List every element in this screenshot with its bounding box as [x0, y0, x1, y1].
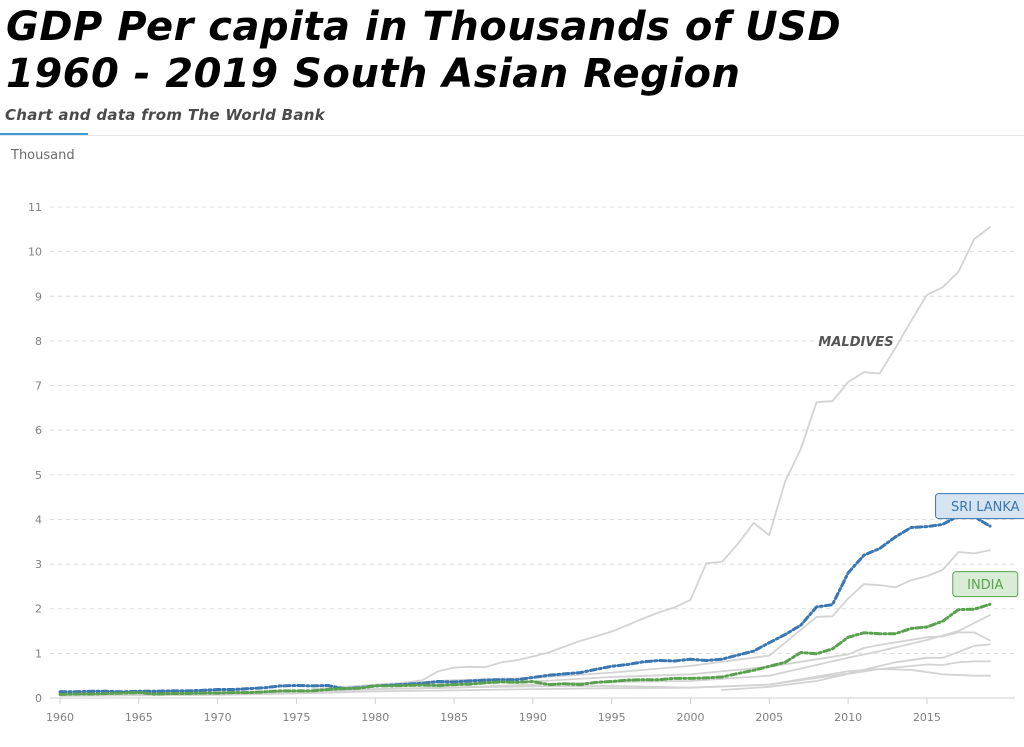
annotation-label-india: INDIA: [967, 578, 1003, 593]
x-tick-label: 1960: [46, 711, 74, 724]
series-line-other-country-5: [59, 660, 991, 697]
y-tick-label: 8: [35, 335, 42, 348]
chart-title-line-1: GDP Per capita in Thousands of USD: [6, 4, 842, 50]
series-line-other-country-4: [59, 643, 991, 697]
annotation-box-india: [952, 571, 1019, 598]
y-tick-label: 9: [35, 290, 42, 303]
chart-title: GDP Per capita in Thousands of USD 1960 …: [6, 4, 841, 98]
y-axis-unit-label: Thousand: [11, 148, 75, 163]
annotation-label-sri-lanka: SRI LANKA: [951, 500, 1020, 515]
grid-lines: [50, 206, 1015, 654]
chart-title-line-2: 1960 - 2019 South Asian Region: [6, 51, 741, 97]
annotation-box-sri-lanka: [935, 493, 1024, 520]
x-tick-label: 1965: [125, 711, 153, 724]
y-tick-label: 5: [35, 469, 42, 482]
x-tick-label: 2000: [677, 711, 705, 724]
x-tick-label: 1995: [598, 711, 626, 724]
y-tick-label: 4: [35, 513, 42, 526]
x-tick-label: 1985: [440, 711, 468, 724]
header-divider: [0, 135, 1024, 136]
y-tick-label: 6: [35, 424, 42, 437]
active-tab-underline: [0, 133, 88, 136]
axes: 0 1 2 3 4 5 6 7 8 9 10 11 1960 1965 1970 1975 1980 1985 19…: [28, 201, 1015, 724]
y-tick-label: 10: [28, 246, 42, 259]
x-tick-label: 1975: [282, 711, 310, 724]
y-tick-label: 1: [35, 647, 42, 660]
x-tick-label: 2005: [755, 711, 783, 724]
y-tick-label: 0: [35, 692, 42, 705]
y-tick-label: 2: [35, 603, 42, 616]
data-series: [58, 226, 992, 697]
y-tick-label: 3: [35, 558, 42, 571]
chart-subtitle: Chart and data from The World Bank: [5, 106, 326, 124]
series-line-maldives: [374, 226, 991, 687]
y-tick-label: 7: [35, 380, 42, 393]
x-tick-label: 1980: [361, 711, 389, 724]
series-line-sri-lanka: [58, 514, 992, 694]
x-tick-label: 1990: [519, 711, 547, 724]
x-tick-label: 2015: [913, 711, 941, 724]
y-tick-label: 11: [28, 201, 42, 214]
x-tick-label: 2010: [834, 711, 862, 724]
series-line-other-country-6: [721, 668, 991, 691]
x-tick-label: 1970: [204, 711, 232, 724]
annotation-label-maldives: MALDIVES: [818, 335, 893, 350]
series-line-india: [58, 602, 992, 696]
series-annotations: MALDIVES SRI LANKA INDIA: [818, 335, 1024, 598]
